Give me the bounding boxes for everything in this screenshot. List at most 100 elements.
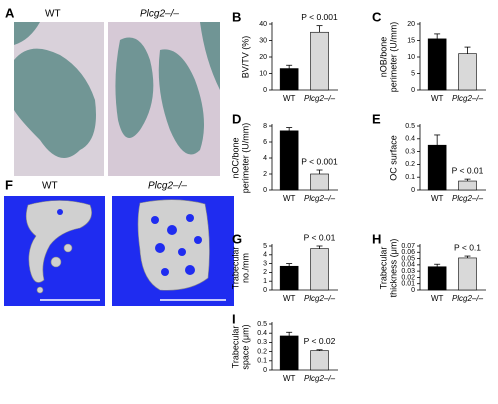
y-axis-label: BV/TV (%) (240, 36, 250, 79)
panel-letter: I (232, 311, 236, 326)
y-tick-label: 0.1 (405, 174, 415, 181)
x-tick-label: Plcg2–/– (452, 94, 484, 103)
y-tick-label: 0.2 (405, 161, 415, 168)
y-tick-label: 0.05 (401, 255, 415, 262)
x-tick-label: WT (431, 94, 444, 103)
y-tick-label: 0.06 (401, 249, 415, 256)
y-axis-label: Trabecular (230, 247, 240, 290)
bone-pores (57, 209, 202, 276)
p-value: P < 0.02 (304, 336, 336, 346)
y-tick-label: 10 (259, 70, 267, 77)
x-tick-label: Plcg2–/– (304, 94, 336, 103)
y-tick-label: 10 (407, 54, 415, 61)
panel-letter: D (232, 111, 241, 126)
y-tick-label: 0 (263, 287, 267, 294)
y-tick-label: 40 (259, 21, 267, 28)
panel-letter: F (5, 177, 13, 192)
panel-letter: B (232, 9, 241, 24)
x-tick-label: WT (283, 94, 296, 103)
x-tick-label: Plcg2–/– (452, 294, 484, 303)
panel-letter: H (372, 231, 381, 246)
bar (310, 350, 329, 371)
histology-panel: A WT Plcg2–/– (5, 5, 220, 176)
y-tick-label: 8 (263, 123, 267, 130)
bar (310, 248, 329, 291)
y-tick-label: 6 (263, 139, 267, 146)
y-tick-label: 0.07 (401, 243, 415, 250)
bar (279, 68, 299, 91)
bar (310, 31, 329, 91)
y-tick-label: 0 (263, 367, 267, 374)
y-axis-label: nOB/bone (378, 37, 388, 78)
y-tick-label: 3 (263, 260, 267, 267)
image-label: Plcg2–/– (148, 181, 187, 192)
x-tick-label: WT (283, 194, 296, 203)
y-tick-label: 0.3 (257, 339, 267, 346)
x-tick-label: WT (283, 294, 296, 303)
y-tick-label: 0 (263, 87, 267, 94)
bar (458, 53, 477, 91)
y-tick-label: 4 (263, 252, 267, 259)
bar (279, 130, 299, 191)
y-tick-label: 0.03 (401, 268, 415, 275)
y-tick-label: 0.4 (257, 330, 267, 337)
y-tick-label: 0 (411, 187, 415, 194)
y-tick-label: 1 (263, 278, 267, 285)
p-value: P < 0.001 (301, 12, 338, 22)
bar (427, 266, 447, 291)
y-axis-label: OC surface (388, 135, 398, 181)
x-tick-label: WT (431, 194, 444, 203)
x-tick-label: Plcg2–/– (452, 194, 484, 203)
x-tick-label: Plcg2–/– (304, 294, 336, 303)
y-tick-label: 0.01 (401, 281, 415, 288)
y-tick-label: 0.02 (401, 274, 415, 281)
y-tick-label: 0.5 (405, 123, 415, 130)
y-tick-label: 15 (407, 37, 415, 44)
panel-letter: G (232, 231, 242, 246)
image-label: WT (45, 9, 61, 20)
y-tick-label: 0 (411, 287, 415, 294)
bar (458, 180, 477, 191)
y-tick-label: 5 (263, 243, 267, 250)
panel-letter: A (5, 5, 15, 20)
bar (427, 38, 447, 91)
y-tick-label: 30 (259, 37, 267, 44)
y-axis-label: no./mm (240, 253, 250, 283)
image-label: Plcg2–/– (140, 9, 179, 20)
y-tick-label: 20 (407, 21, 415, 28)
y-tick-label: 5 (411, 70, 415, 77)
panel-letter: E (372, 111, 381, 126)
x-tick-label: Plcg2–/– (304, 194, 336, 203)
panel-letter: C (372, 9, 382, 24)
y-tick-label: 0 (411, 87, 415, 94)
y-axis-label: space (μm) (240, 324, 250, 369)
y-axis-label: perimeter (U/mm) (240, 123, 250, 194)
y-axis-label: perimeter (U/mm) (388, 22, 398, 93)
x-tick-label: Plcg2–/– (304, 374, 336, 383)
y-tick-label: 0.2 (257, 348, 267, 355)
y-tick-label: 0.1 (257, 358, 267, 365)
p-value: P < 0.1 (454, 242, 481, 252)
y-axis-label: thickness (μm) (388, 239, 398, 298)
y-tick-label: 2 (263, 171, 267, 178)
tissue (14, 22, 220, 158)
y-tick-label: 2 (263, 269, 267, 276)
y-axis-label: Trabecular (230, 326, 240, 369)
y-axis-label: Trabecular (378, 247, 388, 290)
y-tick-label: 0 (263, 187, 267, 194)
y-axis-label: nOC/bone (230, 137, 240, 178)
p-value: P < 0.01 (452, 165, 484, 175)
image-label: WT (42, 181, 58, 192)
y-tick-label: 4 (263, 155, 267, 162)
y-tick-label: 0.5 (257, 321, 267, 328)
y-tick-label: 0.3 (405, 148, 415, 155)
x-tick-label: WT (283, 374, 296, 383)
microct-panel: F WT Plcg2–/– (4, 177, 234, 306)
bar (279, 265, 299, 291)
y-tick-label: 20 (259, 54, 267, 61)
bar (279, 335, 299, 371)
y-tick-label: 0.4 (405, 136, 415, 143)
bar (458, 257, 477, 291)
bar (427, 144, 447, 191)
